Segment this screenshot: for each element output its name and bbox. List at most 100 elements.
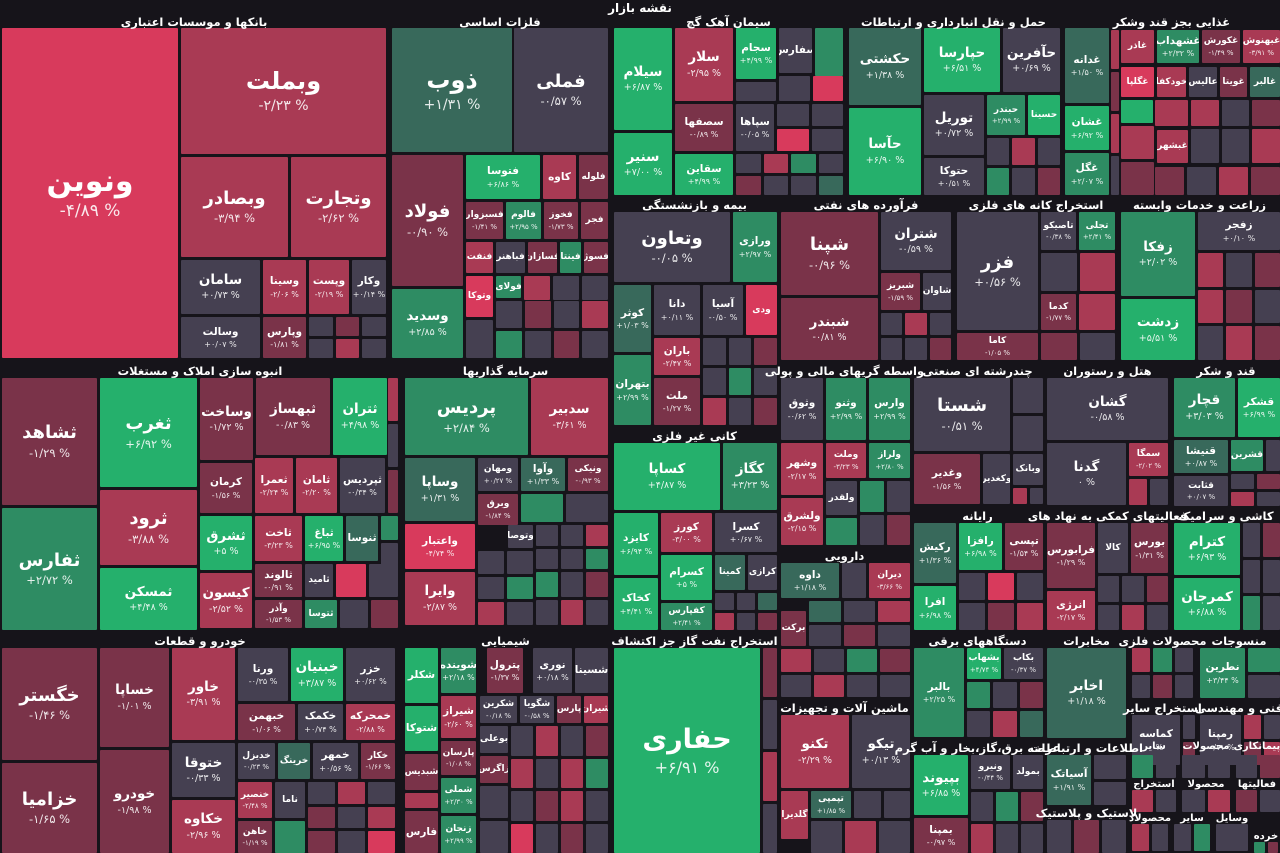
stock-cell[interactable]: وسدید +۲/۸۵ %	[392, 289, 463, 358]
stock-cell-small[interactable]	[754, 368, 777, 395]
stock-cell-small[interactable]	[1132, 648, 1151, 672]
stock-cell-small[interactable]	[1248, 648, 1280, 672]
stock-cell-small[interactable]	[553, 331, 580, 358]
stock-cell[interactable]: فرابورس -۱/۲۹ %	[1047, 523, 1095, 588]
stock-cell-small[interactable]	[480, 786, 508, 818]
stock-cell[interactable]: سیلام +۶/۸۷ %	[614, 28, 672, 130]
stock-cell[interactable]: سصفها -۰/۸۹ %	[675, 104, 733, 151]
stock-cell-small[interactable]	[883, 791, 910, 818]
stock-cell-small[interactable]	[1231, 474, 1254, 489]
stock-cell-small[interactable]	[1187, 167, 1216, 195]
stock-cell[interactable]: شپنا -۰/۹۶ %	[781, 212, 878, 295]
stock-cell-small[interactable]	[1221, 100, 1250, 126]
stock-cell[interactable]: برکت	[781, 611, 806, 646]
stock-cell-small[interactable]	[536, 726, 558, 756]
stock-cell-small[interactable]	[881, 313, 903, 335]
stock-cell-small[interactable]	[1150, 479, 1168, 505]
stock-cell[interactable]: وپست -۲/۱۹ %	[309, 260, 349, 314]
stock-cell-small[interactable]	[507, 576, 533, 600]
stock-cell-small[interactable]	[1098, 604, 1120, 630]
stock-cell[interactable]: کترام +۶/۹۳ %	[1174, 523, 1240, 575]
stock-cell[interactable]: بالبر +۲/۲۵ %	[914, 648, 964, 737]
stock-cell-small[interactable]	[309, 339, 333, 358]
stock-cell[interactable]: ثتران +۴/۹۸ %	[333, 378, 387, 455]
stock-cell[interactable]: تاصیکو -۰/۳۸ %	[1041, 212, 1076, 250]
stock-cell-small[interactable]	[967, 711, 991, 737]
stock-cell-small[interactable]	[758, 613, 777, 630]
stock-cell-small[interactable]	[1252, 129, 1280, 163]
stock-cell[interactable]: بورس -۱/۳۱ %	[1131, 523, 1168, 573]
stock-cell[interactable]: فنفت	[466, 242, 493, 273]
stock-cell-small[interactable]	[1019, 682, 1043, 708]
stock-cell[interactable]: کاما -۱/۰۵ %	[957, 333, 1038, 360]
stock-cell-small[interactable]	[1221, 129, 1250, 163]
stock-cell[interactable]: غشهداب +۲/۳۲ %	[1157, 30, 1199, 63]
stock-cell-small[interactable]	[1153, 674, 1172, 698]
stock-cell[interactable]: نطرین +۳/۴۴ %	[1200, 648, 1245, 698]
stock-cell[interactable]: ونیکی -۰/۹۳ %	[568, 458, 608, 491]
stock-cell-small[interactable]	[1243, 523, 1260, 557]
stock-cell-small[interactable]	[536, 791, 558, 821]
stock-cell-small[interactable]	[1122, 576, 1144, 602]
stock-cell-small[interactable]	[1132, 790, 1153, 812]
stock-cell-small[interactable]	[507, 551, 533, 574]
stock-cell[interactable]: قشکر +۶/۹۹ %	[1238, 378, 1280, 437]
stock-cell[interactable]: گلدیرا	[781, 791, 808, 839]
stock-cell[interactable]: فزر +۰/۵۶ %	[957, 212, 1038, 330]
stock-cell-small[interactable]	[1183, 715, 1195, 739]
stock-cell-small[interactable]	[1151, 824, 1168, 851]
stock-cell-small[interactable]	[1174, 824, 1191, 851]
stock-cell-small[interactable]	[1191, 129, 1219, 163]
stock-cell-small[interactable]	[1111, 114, 1119, 153]
stock-cell-small[interactable]	[561, 791, 583, 821]
stock-cell-small[interactable]	[1182, 790, 1205, 812]
stock-cell-small[interactable]	[1111, 30, 1119, 69]
stock-cell[interactable]: شتوکا	[405, 706, 438, 751]
stock-cell-small[interactable]	[959, 603, 985, 630]
stock-cell-small[interactable]	[1041, 253, 1077, 291]
stock-cell[interactable]: فولاد -۰/۹۰ %	[392, 155, 463, 286]
stock-cell[interactable]: وسینا -۲/۰۶ %	[263, 260, 306, 314]
stock-cell[interactable]: سجام +۴/۹۹ %	[736, 28, 776, 79]
stock-cell-small[interactable]	[561, 548, 583, 569]
stock-cell-small[interactable]	[362, 339, 386, 358]
stock-cell[interactable]: شبریز -۱/۵۹ %	[881, 273, 920, 310]
stock-cell[interactable]: ملت -۱/۲۷ %	[654, 378, 700, 425]
stock-cell-small[interactable]	[1155, 755, 1176, 778]
stock-cell-small[interactable]	[736, 82, 776, 101]
stock-cell[interactable]: وتعاون -۰/۰۵ %	[614, 212, 730, 282]
stock-cell-small[interactable]	[1129, 479, 1147, 505]
stock-cell-small[interactable]	[338, 831, 365, 853]
stock-cell-small[interactable]	[1219, 167, 1248, 195]
stock-cell[interactable]: شیران	[584, 696, 608, 723]
stock-cell-small[interactable]	[1254, 326, 1280, 360]
stock-cell-small[interactable]	[480, 821, 508, 853]
stock-cell[interactable]: کرمان -۱/۵۶ %	[200, 463, 252, 513]
stock-cell-small[interactable]	[818, 176, 843, 195]
stock-cell-small[interactable]	[1132, 674, 1151, 698]
stock-cell-small[interactable]	[967, 682, 991, 708]
stock-cell-small[interactable]	[1122, 604, 1144, 630]
stock-cell[interactable]: ناما	[275, 782, 305, 818]
stock-cell[interactable]: کالا	[1098, 523, 1128, 573]
stock-cell[interactable]: وآذر -۱/۵۳ %	[255, 600, 302, 628]
stock-cell-small[interactable]	[1146, 576, 1168, 602]
stock-cell[interactable]: ثشرق +۵ %	[200, 516, 252, 570]
stock-cell-small[interactable]	[1094, 781, 1126, 805]
stock-cell-small[interactable]	[1257, 474, 1280, 489]
stock-cell-small[interactable]	[929, 313, 951, 335]
stock-cell-small[interactable]	[763, 176, 788, 195]
stock-cell-small[interactable]	[929, 338, 951, 360]
stock-cell[interactable]: وتجارت -۲/۶۲ %	[291, 157, 386, 257]
stock-cell[interactable]: کایزد +۶/۹۴ %	[614, 513, 658, 575]
stock-cell-small[interactable]	[561, 823, 583, 853]
stock-cell[interactable]: خمحرکه -۲/۸۸ %	[346, 704, 395, 740]
stock-cell-small[interactable]	[703, 398, 726, 425]
stock-cell[interactable]: وبملت -۲/۲۳ %	[181, 28, 386, 154]
stock-cell[interactable]: پارسان -۱/۰۸ %	[441, 741, 476, 775]
stock-cell[interactable]: حآسا +۶/۹۰ %	[849, 108, 921, 195]
stock-cell[interactable]: خودرو -۱/۹۸ %	[100, 750, 169, 853]
stock-cell[interactable]: سامان +۰/۷۳ %	[181, 260, 260, 314]
stock-cell-small[interactable]	[1207, 755, 1230, 778]
stock-cell[interactable]: خاور -۳/۹۱ %	[172, 648, 235, 740]
